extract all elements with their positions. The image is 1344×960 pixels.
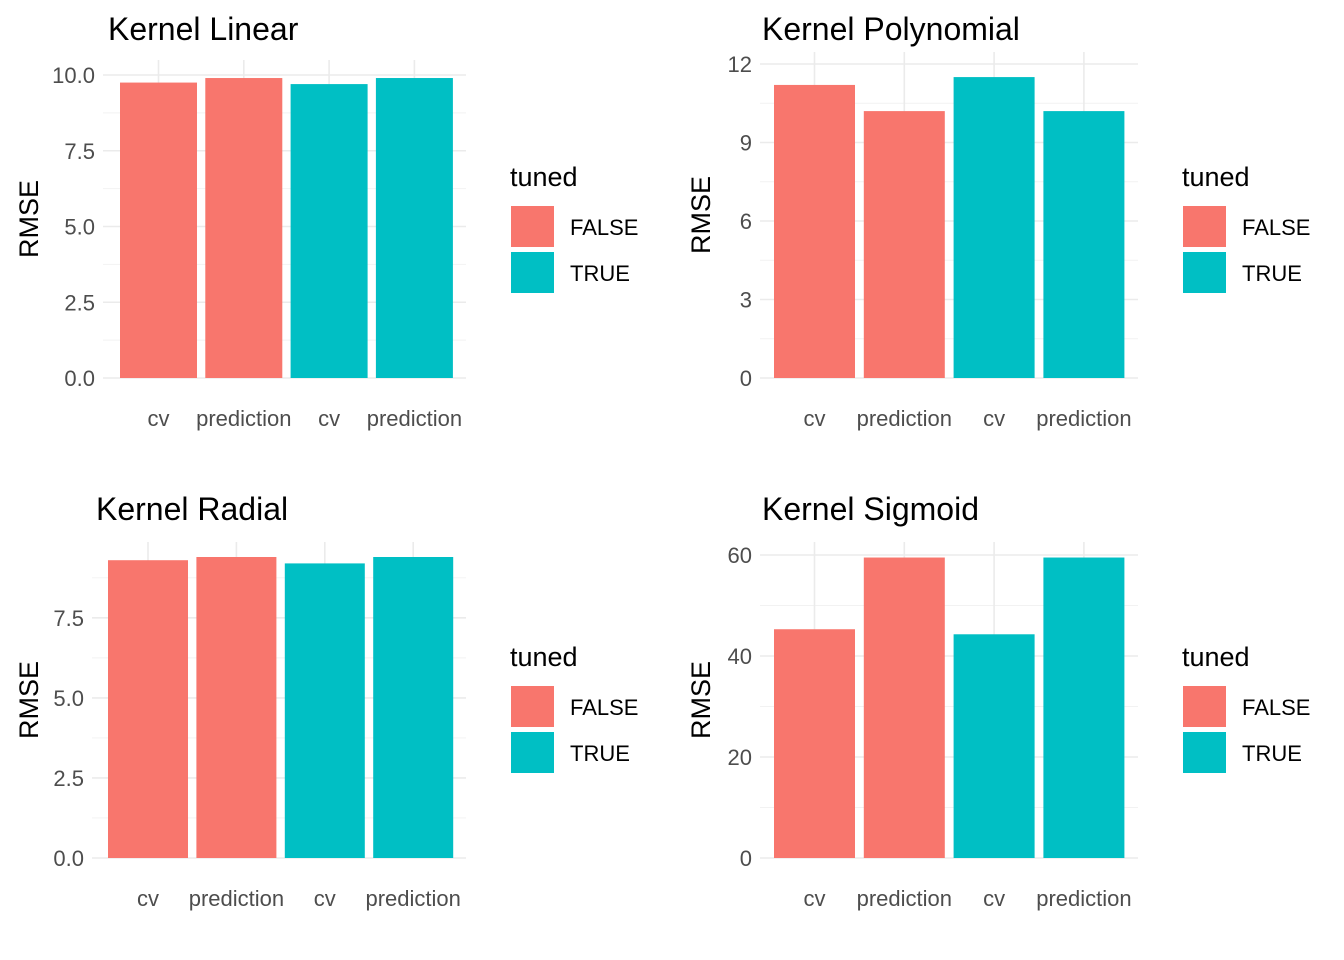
legend-title: tuned — [1182, 162, 1250, 192]
legend-key-false — [1183, 686, 1226, 727]
bar-prediction-true — [1043, 111, 1125, 378]
legend-label: TRUE — [570, 741, 630, 766]
x-tick-label: prediction — [367, 406, 462, 431]
legend: tuned FALSE TRUE — [1182, 642, 1310, 773]
y-tick-label: 2.5 — [64, 290, 95, 315]
x-tick-label: prediction — [857, 886, 952, 911]
legend-key-true — [1183, 732, 1226, 773]
bar-prediction-true — [1043, 557, 1125, 858]
legend-label: FALSE — [1242, 215, 1310, 240]
legend-label: TRUE — [1242, 261, 1302, 286]
y-axis-label: RMSE — [686, 176, 716, 254]
bar-prediction-false — [863, 111, 945, 378]
x-tick-label: prediction — [1036, 886, 1131, 911]
chart-panel-2: 0 3 6 9 12 cv prediction cv prediction Kernel Pol… — [686, 11, 1310, 431]
bar-prediction-true — [373, 557, 454, 858]
legend-label: TRUE — [1242, 741, 1302, 766]
bar-cv-true — [284, 563, 365, 858]
y-tick-label: 0 — [740, 846, 752, 871]
x-tick-label: cv — [983, 406, 1005, 431]
y-tick-label: 5.0 — [64, 215, 95, 240]
x-tick-label: cv — [983, 886, 1005, 911]
panel-title: Kernel Polynomial — [762, 11, 1020, 47]
y-tick-label: 0 — [740, 366, 752, 391]
y-tick-label: 6 — [740, 209, 752, 234]
panel-title: Kernel Sigmoid — [762, 491, 979, 527]
bar-prediction-false — [205, 78, 283, 378]
x-tick-label: prediction — [857, 406, 952, 431]
y-tick-label: 5.0 — [53, 686, 84, 711]
y-tick-label: 12 — [728, 52, 752, 77]
y-tick-label: 7.5 — [53, 606, 84, 631]
bar-cv-false — [120, 82, 197, 378]
x-tick-label: prediction — [189, 886, 284, 911]
y-tick-label: 60 — [728, 543, 752, 568]
x-tick-label: prediction — [366, 886, 461, 911]
y-tick-label: 10.0 — [52, 63, 95, 88]
legend-key-false — [511, 206, 554, 247]
legend-title: tuned — [510, 162, 578, 192]
bar-cv-false — [774, 629, 855, 858]
legend: tuned FALSE TRUE — [510, 642, 638, 773]
chart-panel-4: 0 20 40 60 cv prediction cv prediction Kernel Si… — [686, 491, 1310, 911]
x-tick-label: prediction — [196, 406, 291, 431]
legend: tuned FALSE TRUE — [510, 162, 638, 293]
y-tick-label: 0.0 — [64, 366, 95, 391]
y-tick-label: 40 — [728, 644, 752, 669]
panel-title: Kernel Radial — [96, 491, 288, 527]
y-axis-label: RMSE — [14, 180, 44, 258]
bar-cv-false — [108, 560, 188, 858]
x-tick-label: cv — [804, 406, 826, 431]
legend-key-true — [1183, 252, 1226, 293]
legend-key-false — [511, 686, 554, 727]
bar-prediction-false — [863, 557, 945, 858]
x-tick-label: cv — [314, 886, 336, 911]
bar-prediction-false — [196, 557, 277, 858]
legend-label: FALSE — [1242, 695, 1310, 720]
legend-key-true — [511, 732, 554, 773]
y-tick-label: 9 — [740, 131, 752, 156]
legend-label: FALSE — [570, 695, 638, 720]
legend-label: TRUE — [570, 261, 630, 286]
y-tick-label: 0.0 — [53, 846, 84, 871]
x-tick-label: cv — [137, 886, 159, 911]
y-tick-label: 2.5 — [53, 766, 84, 791]
legend-key-true — [511, 252, 554, 293]
y-tick-label: 3 — [740, 288, 752, 313]
legend-label: FALSE — [570, 215, 638, 240]
chart-panel-3: 0.0 2.5 5.0 7.5 cv prediction cv prediction Kern… — [14, 491, 638, 911]
legend-title: tuned — [510, 642, 578, 672]
bar-cv-true — [953, 634, 1035, 858]
x-tick-label: cv — [148, 406, 170, 431]
panel-title: Kernel Linear — [108, 11, 299, 47]
legend-key-false — [1183, 206, 1226, 247]
bar-cv-false — [774, 84, 855, 378]
bar-cv-true — [290, 84, 368, 378]
chart-panel-1: 0.0 2.5 5.0 7.5 10.0 cv prediction cv prediction… — [14, 11, 638, 431]
bar-prediction-true — [375, 78, 453, 378]
y-axis-label: RMSE — [14, 661, 44, 739]
x-tick-label: cv — [804, 886, 826, 911]
x-tick-label: prediction — [1036, 406, 1131, 431]
y-tick-label: 7.5 — [64, 139, 95, 164]
bar-cv-true — [953, 77, 1035, 378]
legend: tuned FALSE TRUE — [1182, 162, 1310, 293]
y-axis-label: RMSE — [686, 661, 716, 739]
legend-title: tuned — [1182, 642, 1250, 672]
x-tick-label: cv — [318, 406, 340, 431]
y-tick-label: 20 — [728, 745, 752, 770]
